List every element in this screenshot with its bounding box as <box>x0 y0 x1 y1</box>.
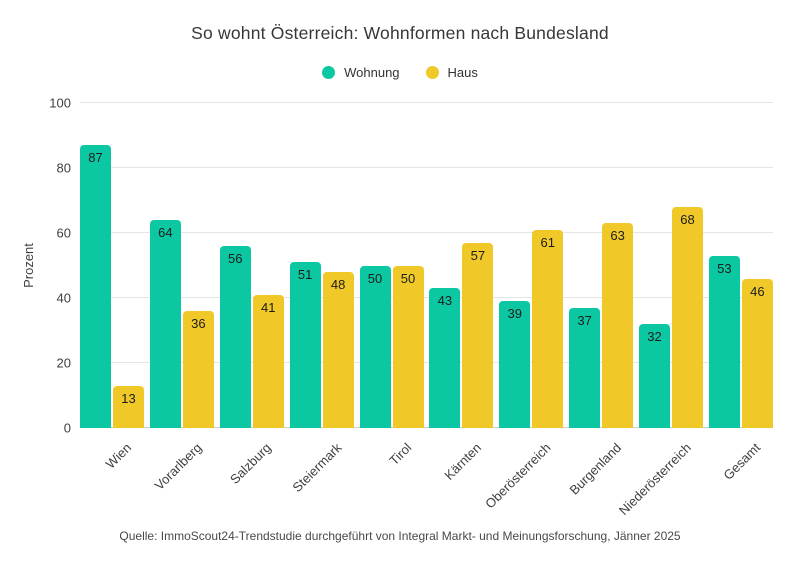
bar-value-label: 87 <box>88 150 103 166</box>
bar-haus-oberösterreich: 61 <box>532 229 564 428</box>
x-axis-label-steiermark: Steiermark <box>289 440 345 496</box>
bar-wohnung-burgenland: 37 <box>569 307 601 428</box>
x-cell-salzburg: Salzburg <box>220 431 284 527</box>
x-cell-steiermark: Steiermark <box>289 431 354 527</box>
bar-haus-steiermark: 48 <box>322 272 354 428</box>
x-axis-label-burgenland: Burgenland <box>566 440 624 498</box>
y-axis-title-text: Prozent <box>20 243 36 288</box>
bar-wohnung-kärnten: 43 <box>429 288 461 428</box>
x-cell-niederösterreich: Niederösterreich <box>616 431 703 527</box>
y-tick-label-0: 0 <box>63 420 71 436</box>
x-cell-oberösterreich: Oberösterreich <box>482 431 563 527</box>
bar-value-label: 13 <box>121 390 136 406</box>
bar-group-kärnten: 43 57 <box>429 103 494 428</box>
wohnung-color-dot-icon <box>322 66 336 79</box>
legend-item-haus: Haus <box>425 65 478 80</box>
bar-group-steiermark: 51 48 <box>289 103 354 428</box>
bar-value-label: 51 <box>297 267 313 283</box>
x-cell-gesamt: Gesamt <box>709 431 773 527</box>
bar-wohnung-tirol: 50 <box>359 265 391 428</box>
bar-group-salzburg: 56 41 <box>219 103 284 428</box>
gridline-0 <box>80 427 773 428</box>
x-cell-kärnten: Kärnten <box>429 431 493 527</box>
y-tick-label-80: 80 <box>56 160 71 176</box>
x-axis-label-salzburg: Salzburg <box>227 440 275 487</box>
chart-title: So wohnt Österreich: Wohnformen nach Bun… <box>191 23 609 43</box>
legend: Wohnung Haus <box>0 65 800 80</box>
gridline-20 <box>80 362 773 363</box>
y-axis-title: Prozent <box>20 103 36 428</box>
x-axis-label-gesamt: Gesamt <box>720 440 764 483</box>
bar-value-label: 63 <box>610 228 625 244</box>
gridline-100 <box>80 102 773 103</box>
bar-haus-wien: 13 <box>113 385 144 428</box>
bar-haus-burgenland: 63 <box>602 223 634 428</box>
haus-color-dot-icon <box>425 66 439 79</box>
bar-wohnung-wien: 87 <box>80 145 111 428</box>
x-axis-label-kärnten: Kärnten <box>441 440 484 483</box>
bar-value-label: 43 <box>437 293 453 309</box>
bar-group-tirol: 50 50 <box>359 103 424 428</box>
legend-label-haus: Haus <box>447 65 478 80</box>
gridline-80 <box>80 167 773 168</box>
bar-haus-salzburg: 41 <box>252 294 284 428</box>
x-axis-label-vorarlberg: Vorarlberg <box>151 440 205 494</box>
bar-haus-kärnten: 57 <box>462 242 494 428</box>
y-tick-label-20: 20 <box>56 355 71 371</box>
bar-value-label: 36 <box>191 316 206 331</box>
bar-value-label: 32 <box>647 329 662 344</box>
bar-haus-tirol: 50 <box>392 265 424 428</box>
bar-value-label: 64 <box>158 225 173 240</box>
x-axis-label-tirol: Tirol <box>385 440 415 469</box>
gridline-60 <box>80 232 773 233</box>
bar-value-label: 50 <box>367 270 383 286</box>
bar-value-label: 61 <box>540 234 555 250</box>
bar-group-niederösterreich: 32 68 <box>639 103 703 428</box>
bar-value-label: 56 <box>228 251 243 266</box>
plot-area: Prozent 0 20 40 60 80 100 87 13 64 36 56 41 51 48 50 50… <box>21 96 773 436</box>
bar-group-wien: 87 13 <box>80 103 144 428</box>
bar-wohnung-oberösterreich: 39 <box>499 301 531 428</box>
y-tick-label-100: 100 <box>49 95 71 111</box>
bar-value-label: 46 <box>750 283 765 299</box>
bar-wohnung-salzburg: 56 <box>219 246 251 428</box>
y-tick-label-40: 40 <box>56 290 71 306</box>
source-caption: Quelle: ImmoScout24-Trendstudie durchgef… <box>119 529 681 543</box>
gridline-40 <box>80 297 773 298</box>
x-cell-wien: Wien <box>80 431 144 527</box>
x-axis-label-wien: Wien <box>103 440 135 472</box>
legend-item-wohnung: Wohnung <box>322 65 400 80</box>
bar-value-label: 68 <box>680 212 695 227</box>
bar-haus-vorarlberg: 36 <box>182 311 214 428</box>
bar-value-label: 39 <box>507 306 522 322</box>
bar-wohnung-steiermark: 51 <box>289 262 321 428</box>
bar-haus-niederösterreich: 68 <box>672 207 703 428</box>
bar-value-label: 41 <box>261 299 276 315</box>
bar-value-label: 48 <box>330 277 346 292</box>
legend-label-wohnung: Wohnung <box>344 65 400 80</box>
bar-group-oberösterreich: 39 61 <box>499 103 564 428</box>
bar-value-label: 53 <box>717 260 732 276</box>
bar-value-label: 57 <box>470 247 486 263</box>
bar-wohnung-vorarlberg: 64 <box>149 220 181 428</box>
x-axis-labels: Wien Vorarlberg Salzburg Steiermark Tirol Kär… <box>80 431 773 527</box>
bar-value-label: 50 <box>400 270 416 286</box>
bar-group-gesamt: 53 46 <box>708 103 773 428</box>
bar-group-burgenland: 37 63 <box>569 103 634 428</box>
bars-layer: 87 13 64 36 56 41 51 48 50 50 43 57 39 61 37 63 32 68 53 46 <box>80 103 773 428</box>
bar-value-label: 37 <box>577 312 592 328</box>
x-cell-tirol: Tirol <box>360 431 424 527</box>
bar-haus-gesamt: 46 <box>741 278 773 428</box>
y-tick-label-60: 60 <box>56 225 71 241</box>
bar-wohnung-niederösterreich: 32 <box>639 324 670 428</box>
bar-group-vorarlberg: 64 36 <box>149 103 214 428</box>
bar-wohnung-gesamt: 53 <box>708 255 740 428</box>
x-cell-vorarlberg: Vorarlberg <box>150 431 214 527</box>
